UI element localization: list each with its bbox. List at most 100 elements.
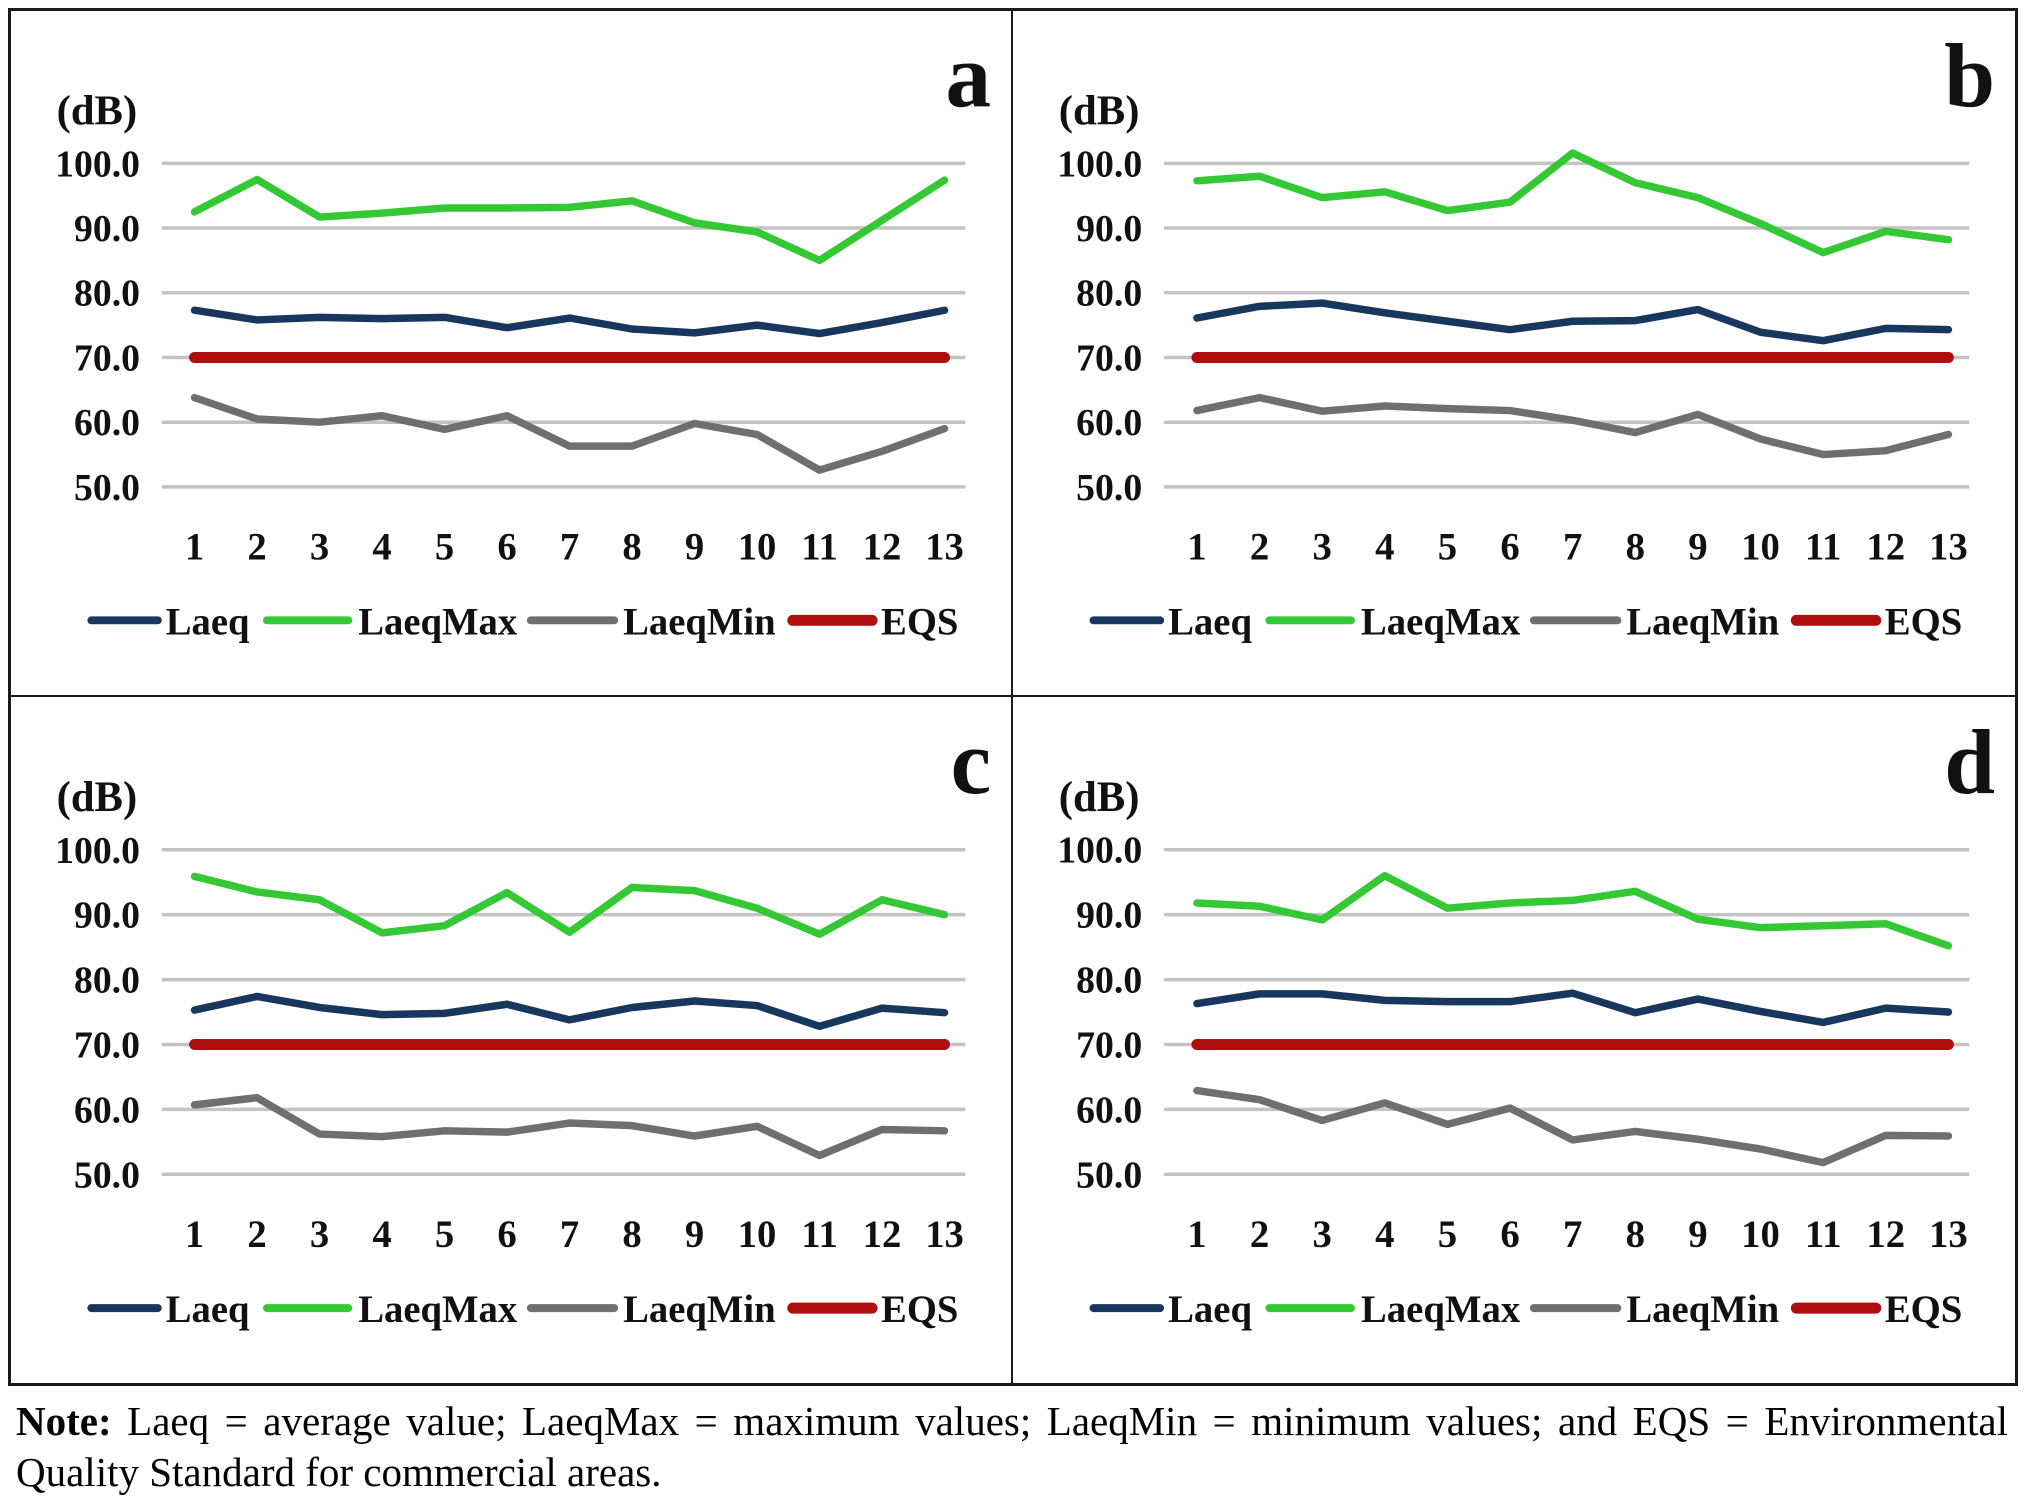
legend-laeqmin-label: LaeqMin [623,600,776,643]
panel-a-chart: 100.090.080.070.060.050.01 2 3 4 5 6 7 8 9 10 11 12… [55,25,992,643]
y-tick-label: 100.0 [1057,830,1142,872]
y-tick-label: 100.0 [55,143,140,185]
legend-laeqmin-label: LaeqMin [1626,600,1779,643]
x-tick-label: 2 [247,1213,266,1256]
series-laeqmax-line [190,872,949,938]
panel-c: 100.0 90.0 80.0 70.0 60.0 50.0 1 2 3 4 5 6 7 8 9 10 11 12… [11,697,1013,1383]
x-tick-label: 12 [863,1213,902,1256]
legend-laeqmax-label: LaeqMax [358,1288,518,1331]
y-tick-label: 60.0 [74,1089,140,1131]
x-tick-label: 4 [1375,526,1394,569]
series-laeqmax-line [1193,871,1953,950]
y-tick-label: 50.0 [74,1154,140,1196]
legend-laeq-label: Laeq [166,600,250,643]
x-tick-label: 5 [1438,526,1457,569]
x-tick-label: 3 [1312,1213,1331,1256]
panel-d: 100.0 90.0 80.0 70.0 60.0 50.0 1 2 3 4 5 6 7 8 9 10 11 12… [1013,697,2015,1383]
x-tick-label: 3 [310,526,329,569]
x-tick-label: 5 [435,1213,454,1256]
series-laeq-line [1193,989,1953,1027]
x-tick-label: 5 [1438,1213,1457,1256]
x-tick-label: 1 [185,526,204,569]
x-tick-label: 9 [685,526,704,569]
x-tick-label: 9 [685,1213,704,1256]
x-tick-label: 13 [1929,526,1968,569]
series-laeqmin-line [190,1093,949,1160]
legend-eqs-label: EQS [881,600,958,643]
x-tick-label: 6 [1500,526,1519,569]
x-tick-label: 4 [372,1213,391,1256]
x-tick-label: 7 [560,1213,579,1256]
series-laeqmax-line [190,175,949,265]
x-tick-label: 11 [801,526,838,569]
y-tick-label: 90.0 [74,895,140,937]
x-tick-label: 1 [1187,526,1206,569]
y-tick-label: 100.0 [1057,143,1142,185]
y-tick-label: 60.0 [74,402,140,444]
x-tick-label: 6 [497,526,516,569]
x-tick-label: 5 [435,526,454,569]
series-laeq-line [190,992,949,1031]
panel-b: 100.0 90.0 80.0 70.0 60.0 50.0 1 2 3 4 5 6 7 8 9 10 11 12… [1013,11,2015,697]
x-tick-label: 12 [1866,526,1905,569]
x-tick-label: 10 [1741,1213,1780,1256]
x-tick-label: 4 [1375,1213,1394,1256]
y-tick-label: 70.0 [74,337,140,379]
series-laeq-line [190,306,949,338]
series-laeq-line [1193,299,1953,345]
y-axis-unit-label: (dB) [57,774,138,821]
legend-laeqmax-label: LaeqMax [1361,600,1521,643]
x-tick-label: 13 [1929,1213,1968,1256]
x-tick-label: 3 [310,1213,329,1256]
y-tick-label: 60.0 [1076,402,1142,444]
y-tick-label: 70.0 [1076,1024,1142,1066]
x-tick-label: 6 [1500,1213,1519,1256]
legend-laeq-label: Laeq [1168,1288,1252,1331]
y-tick-label: 50.0 [74,467,140,509]
x-tick-label: 8 [622,1213,641,1256]
x-tick-label: 13 [925,526,964,569]
figure-note: Note: Laeq = average value; LaeqMax = ma… [8,1396,2016,1498]
x-tick-label: 7 [560,526,579,569]
panel-letter: b [1944,25,1995,127]
y-tick-label: 50.0 [1076,467,1142,509]
series-laeqmin-line [1193,393,1953,459]
y-axis-unit-label: (dB) [1059,87,1140,134]
panel-grid: 100.0 90.0 80.0 70.0 60.0 50.0 1 2 3 4 5 6 7 8 9 10 11 12… [11,11,2015,1383]
x-tick-label: 12 [1866,1213,1905,1256]
x-tick-label: 11 [1805,1213,1842,1256]
note-text: Laeq = average value; LaeqMax = maximum … [16,1398,2008,1495]
legend-laeqmax-label: LaeqMax [358,600,518,643]
y-tick-label: 90.0 [1076,895,1142,937]
legend-laeq-label: Laeq [166,1288,250,1331]
y-tick-label: 80.0 [74,959,140,1001]
legend-eqs-label: EQS [1885,600,1963,643]
y-tick-label: 80.0 [1076,273,1142,315]
x-tick-label: 8 [1626,526,1645,569]
legend-laeqmin-label: LaeqMin [623,1288,776,1331]
panel-c-chart: 100.090.080.070.060.050.01 2 3 4 5 6 7 8 9 10 11 12… [55,711,991,1332]
legend-laeqmin-label: LaeqMin [1626,1288,1779,1331]
x-tick-label: 3 [1312,526,1331,569]
legend-laeq-label: Laeq [1168,600,1252,643]
panel-letter: a [946,25,992,126]
x-tick-label: 2 [247,526,266,569]
y-tick-label: 70.0 [74,1024,140,1066]
y-tick-label: 70.0 [1076,337,1142,379]
x-tick-label: 1 [1187,1213,1206,1256]
y-tick-label: 90.0 [1076,208,1142,250]
x-tick-label: 10 [1741,526,1780,569]
x-tick-label: 9 [1688,1213,1707,1256]
x-tick-label: 11 [1805,526,1842,569]
y-tick-label: 80.0 [1076,959,1142,1001]
x-tick-label: 13 [925,1213,964,1256]
x-tick-label: 6 [497,1213,516,1256]
x-tick-label: 7 [1563,1213,1582,1256]
y-tick-label: 60.0 [1076,1089,1142,1131]
panel-a: 100.0 90.0 80.0 70.0 60.0 50.0 1 2 3 4 5 6 7 8 9 10 11 12… [11,11,1013,697]
x-tick-label: 8 [1626,1213,1645,1256]
x-tick-label: 9 [1688,526,1707,569]
x-tick-label: 2 [1250,1213,1269,1256]
legend-laeqmax-label: LaeqMax [1361,1288,1521,1331]
x-tick-label: 8 [622,526,641,569]
